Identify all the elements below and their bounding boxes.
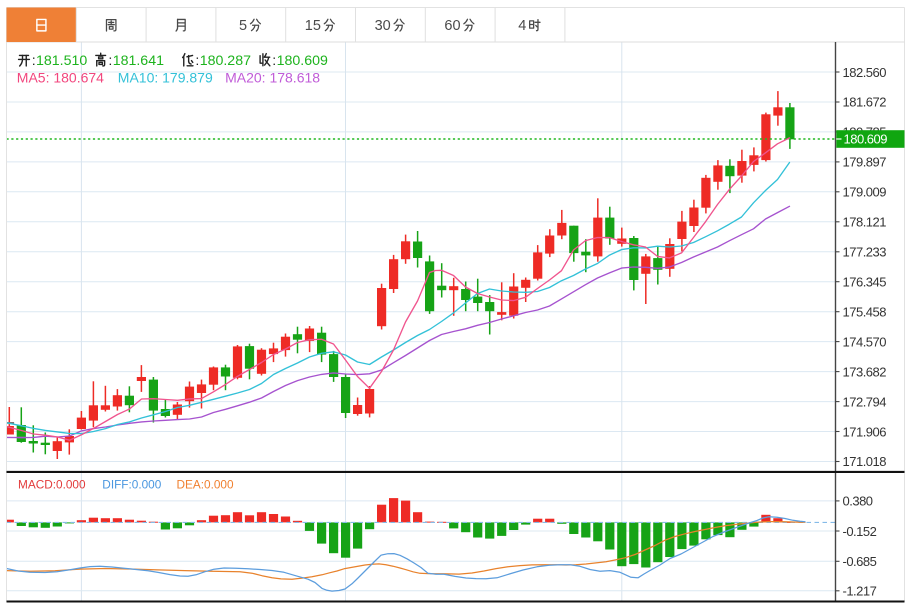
svg-text:172.794: 172.794	[843, 394, 887, 409]
svg-text:DEA:0.000: DEA:0.000	[177, 478, 234, 492]
svg-text:MA5: 180.674: MA5: 180.674	[17, 70, 104, 86]
svg-text:181.641: 181.641	[113, 53, 164, 69]
svg-text:178.121: 178.121	[843, 215, 887, 230]
svg-text:176.345: 176.345	[843, 275, 887, 290]
svg-text:181.510: 181.510	[36, 53, 87, 69]
svg-text:5: 5	[239, 18, 247, 34]
svg-text:180.609: 180.609	[844, 132, 888, 147]
svg-text:30: 30	[375, 18, 391, 34]
svg-text:180.287: 180.287	[200, 53, 251, 69]
svg-text:180.609: 180.609	[277, 53, 328, 69]
svg-text:-1.217: -1.217	[843, 584, 877, 599]
svg-text:MA10: 179.879: MA10: 179.879	[118, 70, 213, 86]
svg-text:MA20: 178.618: MA20: 178.618	[225, 70, 320, 86]
svg-text:171.906: 171.906	[843, 424, 887, 439]
svg-text:171.018: 171.018	[843, 454, 887, 469]
svg-text:181.672: 181.672	[843, 95, 887, 110]
svg-text:-0.152: -0.152	[843, 524, 877, 539]
svg-text:4: 4	[518, 18, 526, 34]
svg-text:182.560: 182.560	[843, 65, 887, 80]
svg-text:60: 60	[444, 18, 460, 34]
svg-text:175.458: 175.458	[843, 304, 887, 319]
svg-text:179.009: 179.009	[843, 185, 887, 200]
svg-text:177.233: 177.233	[843, 245, 887, 260]
svg-text:MACD:0.000: MACD:0.000	[18, 478, 86, 492]
svg-text::: :	[195, 53, 199, 69]
svg-text:0.380: 0.380	[843, 494, 873, 509]
svg-text:173.682: 173.682	[843, 364, 887, 379]
svg-text::: :	[272, 53, 276, 69]
svg-text:174.570: 174.570	[843, 334, 887, 349]
svg-text:-0.685: -0.685	[843, 554, 877, 569]
svg-text:DIFF:0.000: DIFF:0.000	[102, 478, 161, 492]
svg-text:179.897: 179.897	[843, 155, 887, 170]
svg-text:15: 15	[305, 18, 321, 34]
svg-text::: :	[32, 53, 36, 69]
svg-text::: :	[108, 53, 112, 69]
